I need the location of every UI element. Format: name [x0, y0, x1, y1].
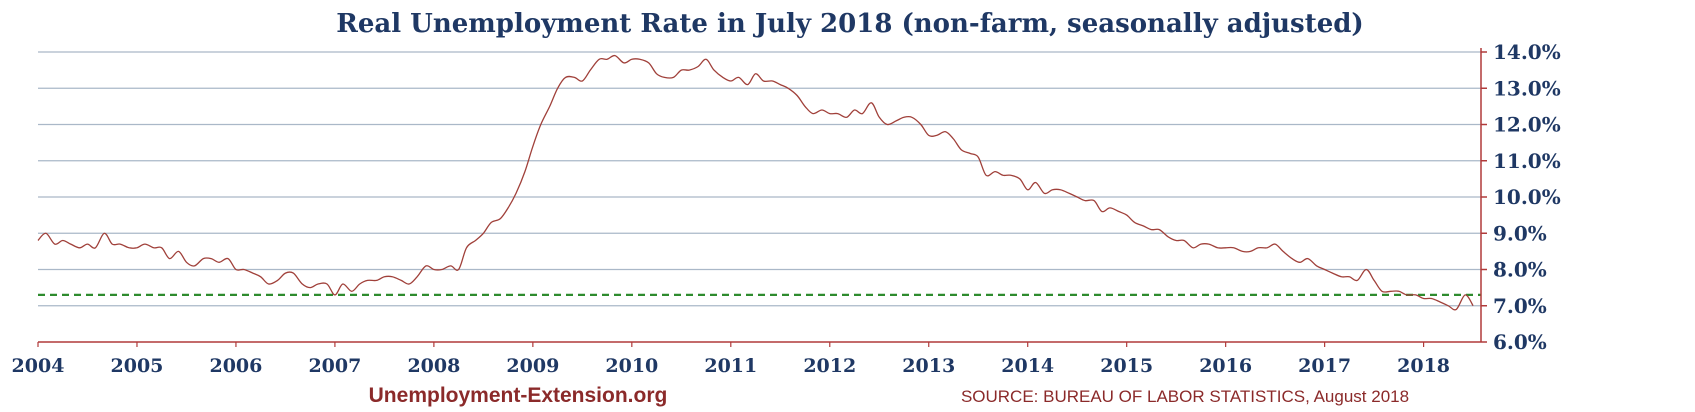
chart-title: Real Unemployment Rate in July 2018 (non…: [336, 9, 1363, 39]
x-tick-label: 2005: [111, 355, 164, 377]
y-tick-labels: 6.0% 7.0% 8.0% 9.0% 10.0% 11.0% 12.0% 13.0% 14.0…: [1493, 40, 1561, 354]
y-tick-label: 12.0%: [1493, 113, 1561, 137]
axes: [37, 48, 1487, 347]
site-name: Unemployment-Extension.org: [369, 384, 668, 407]
y-tick-label: 7.0%: [1493, 294, 1547, 318]
series-group: [37, 54, 1474, 311]
x-tick-label: 2007: [308, 355, 361, 377]
x-tick-label: 2010: [605, 355, 658, 377]
x-tick-label: 2015: [1100, 355, 1153, 377]
y-tick-label: 13.0%: [1493, 76, 1561, 100]
series-line: [37, 54, 1474, 311]
source-note: SOURCE: BUREAU OF LABOR STATISTICS, Augu…: [961, 387, 1409, 406]
x-tick-label: 2013: [902, 355, 955, 377]
x-tick-labels: 2004 2005 2006 2007 2008 2009 2010 2011 2012 2013…: [12, 355, 1450, 377]
x-tick-label: 2016: [1199, 355, 1252, 377]
y-tick-label: 14.0%: [1493, 40, 1561, 64]
x-tick-label: 2004: [12, 355, 65, 377]
x-tick-label: 2018: [1397, 355, 1450, 377]
x-tick-label: 2012: [803, 355, 856, 377]
x-tick-label: 2011: [704, 355, 757, 377]
x-tick-label: 2017: [1298, 355, 1351, 377]
y-tick-label: 6.0%: [1493, 330, 1547, 354]
x-tick-label: 2009: [506, 355, 559, 377]
gridlines: [38, 51, 1481, 307]
y-tick-label: 8.0%: [1493, 258, 1547, 282]
x-tick-label: 2014: [1001, 355, 1054, 377]
x-tick-label: 2006: [209, 355, 262, 377]
y-tick-label: 9.0%: [1493, 221, 1547, 245]
x-tick-label: 2008: [407, 355, 460, 377]
y-tick-label: 11.0%: [1493, 149, 1561, 173]
y-tick-label: 10.0%: [1493, 185, 1561, 209]
